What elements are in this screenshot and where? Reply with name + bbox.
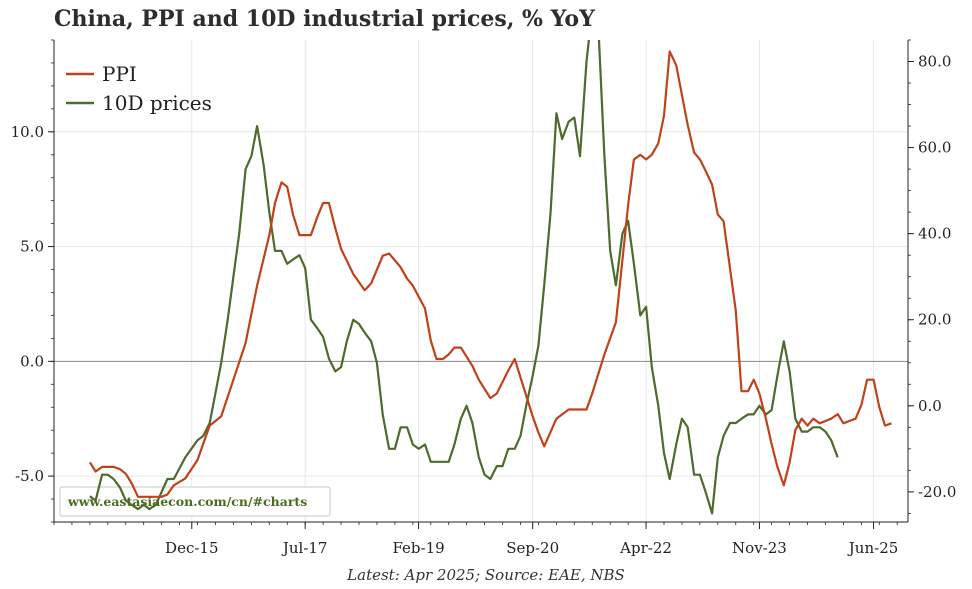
y-right-tick-label: 20.0 [918, 311, 951, 329]
x-tick-label: Sep-20 [506, 539, 559, 557]
chart-title: China, PPI and 10D industrial prices, % … [54, 6, 595, 32]
y-left-tick-label: -5.0 [15, 467, 44, 485]
source-note: Latest: Apr 2025; Source: EAE, NBS [347, 566, 625, 584]
y-left-tick-label: 10.0 [11, 123, 44, 141]
axes: Dec-15 Jul-17 Feb-19 Sep-20 Apr-22 Nov-23 Jun-… [11, 39, 956, 557]
watermark-text: www.eastasiaecon.com/cn/#charts [67, 494, 307, 509]
x-tick-label: Jul-17 [281, 539, 328, 557]
x-tick-label: Nov-23 [732, 539, 787, 557]
y-right-tick-label: 0.0 [918, 397, 942, 415]
watermark-box [59, 486, 331, 517]
grid [54, 40, 908, 522]
y-right-tick-label: 80.0 [918, 53, 951, 71]
y-right-tick-label: 40.0 [918, 225, 951, 243]
series-layer [88, 40, 892, 515]
watermark: www.eastasiaecon.com/cn/#charts [59, 486, 331, 517]
x-tick-label: Apr-22 [619, 539, 672, 557]
legend-label-10d-prices: 10D prices [102, 91, 212, 115]
y-left-tick-label: 0.0 [20, 352, 44, 370]
y-right-tick-label: 60.0 [918, 139, 951, 157]
legend-label-ppi: PPI [102, 62, 137, 86]
y-left-tick-label: 5.0 [20, 238, 44, 256]
x-tick-label: Feb-19 [392, 539, 444, 557]
x-tick-label: Jun-25 [847, 539, 899, 557]
y-right-tick-label: -20.0 [918, 483, 956, 501]
series-line-ppi [88, 50, 892, 498]
series-line-10d-prices [89, 40, 839, 515]
x-tick-label: Dec-15 [165, 539, 218, 557]
legend: PPI 10D prices [66, 62, 212, 115]
